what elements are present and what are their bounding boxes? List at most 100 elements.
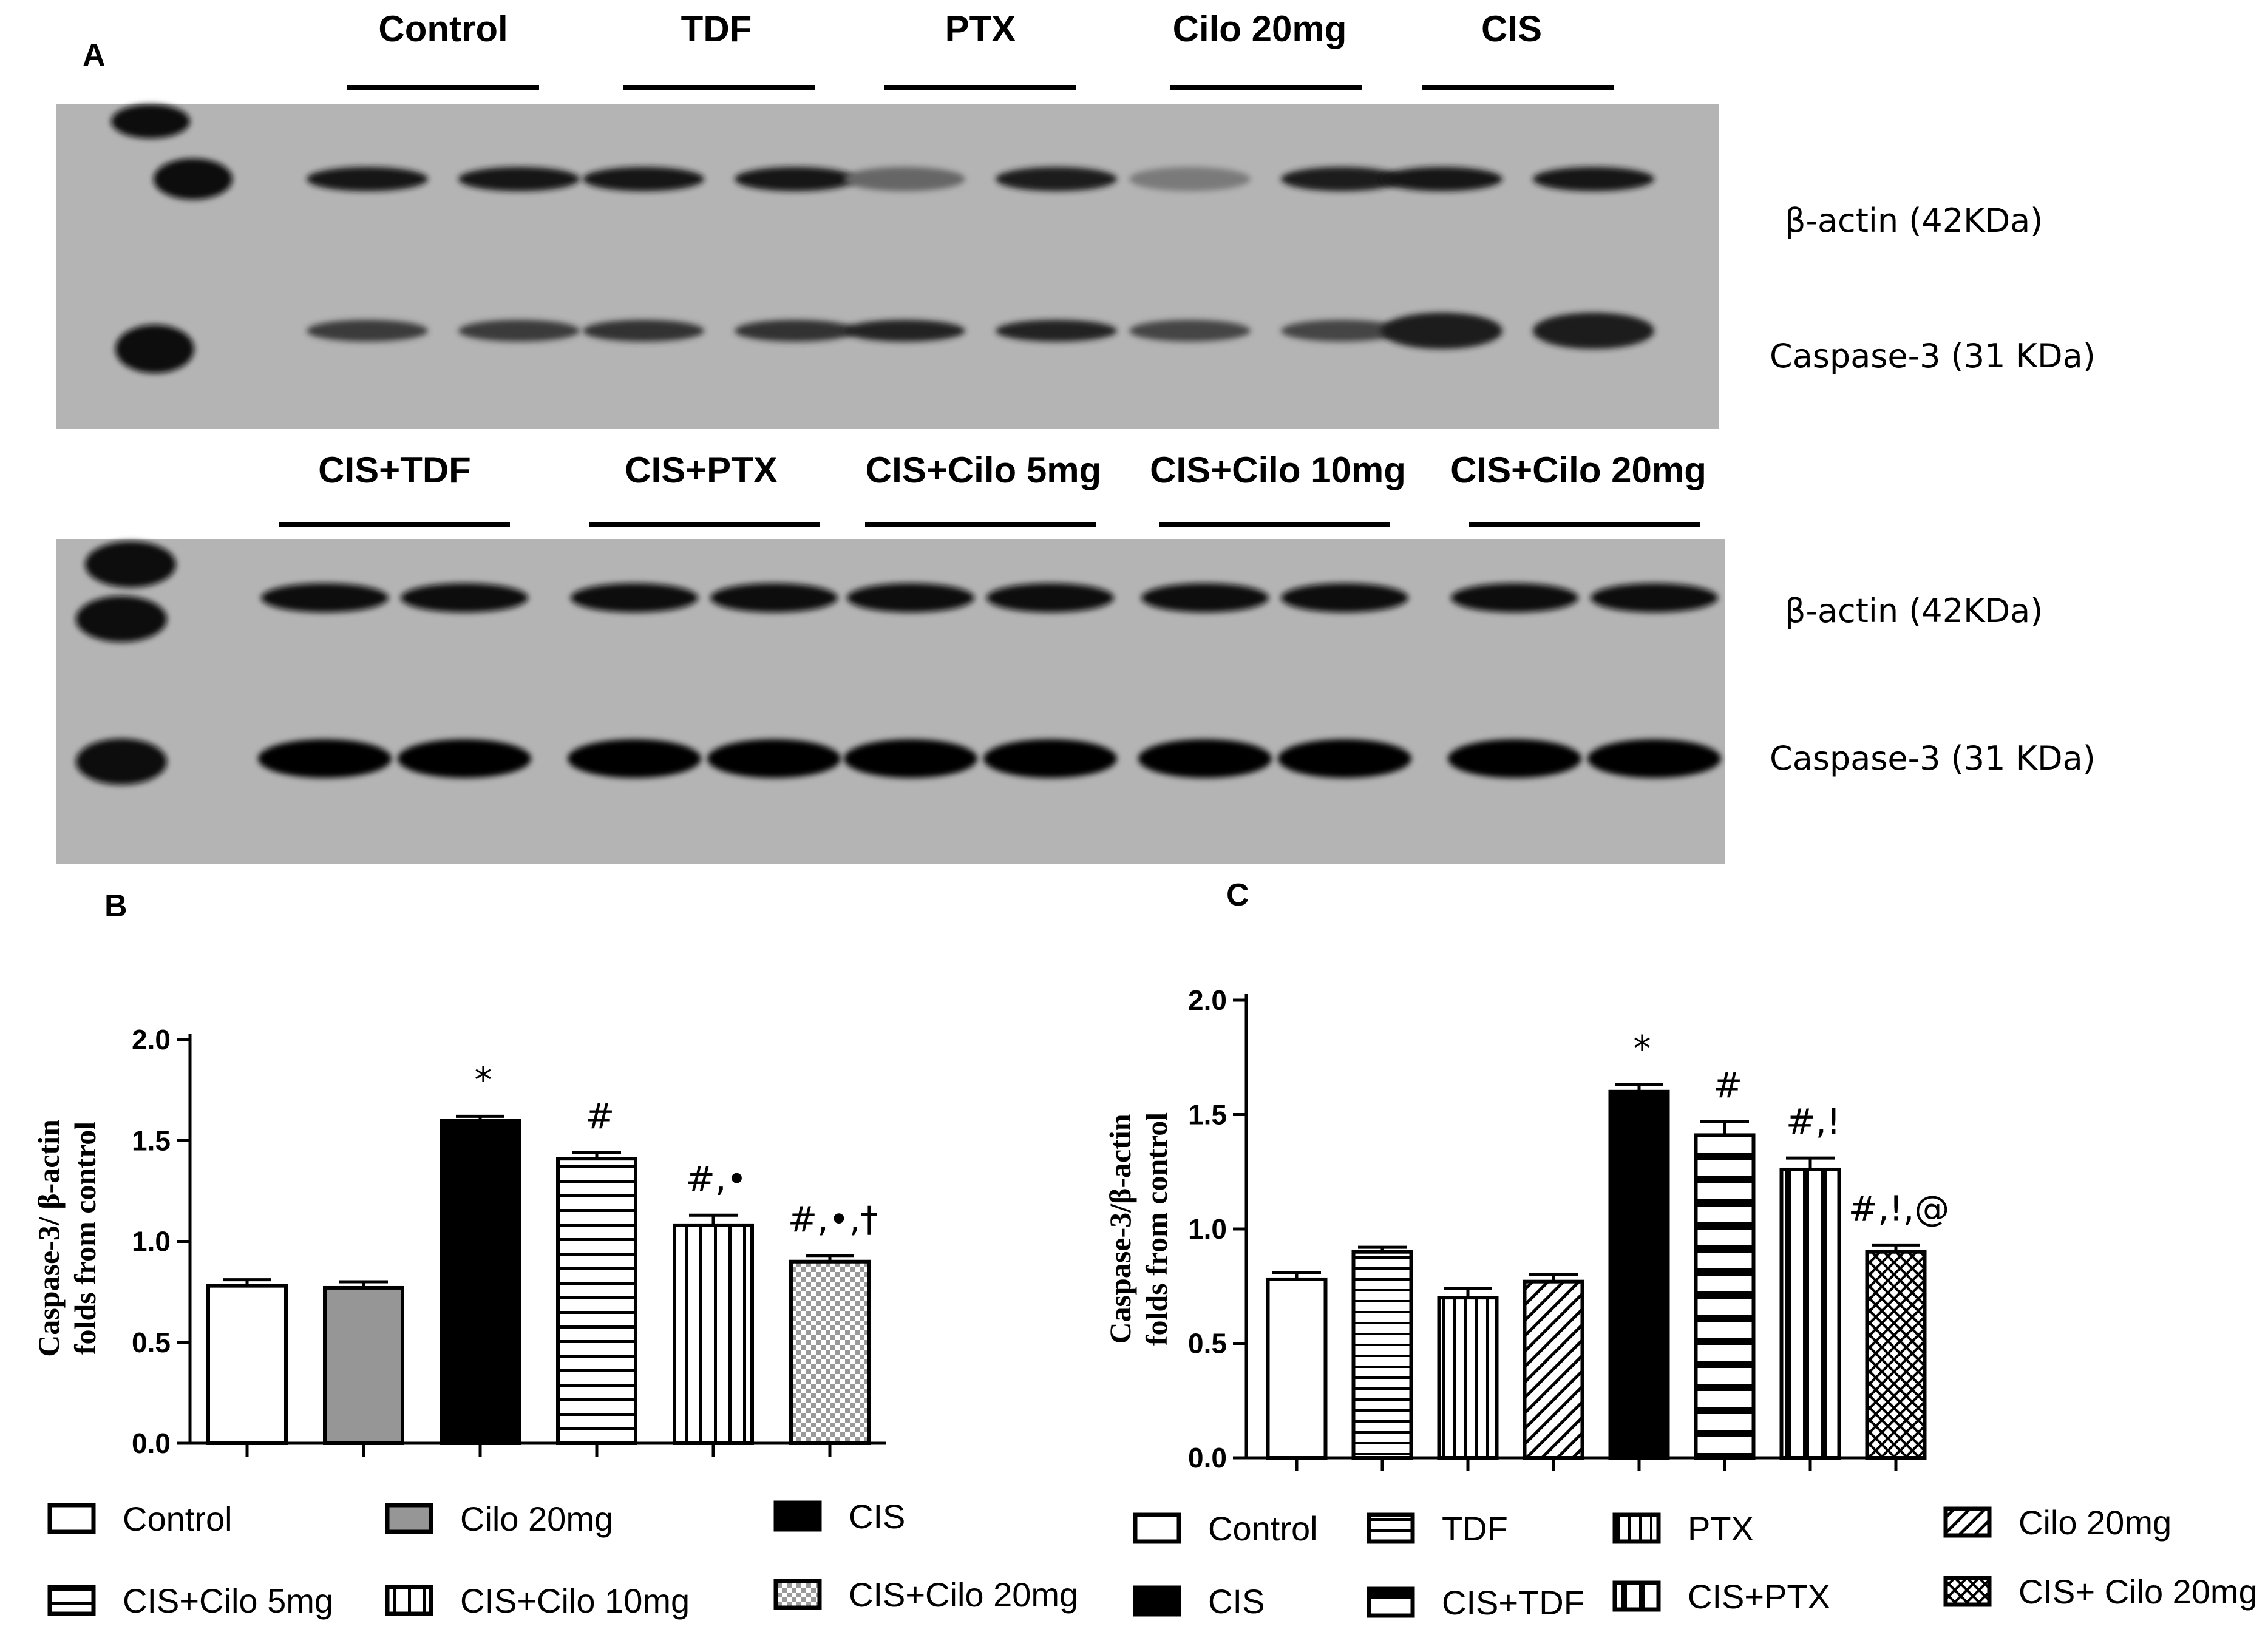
band-casp-bottom-5 [983,739,1117,778]
y-axis-label-line-0: Caspase-3/ β-actin [32,1119,66,1357]
legend-swatch-4 [385,1585,433,1616]
legend-label-3: Cilo 20mg [2018,1503,2171,1542]
band-actin-bottom-5 [986,583,1114,612]
legend-label-2: CIS [849,1497,905,1535]
significance-label-7: #,!,@ [1849,1188,1950,1229]
bar-1 [1351,1250,1413,1460]
lane-bar-top-2 [884,85,1076,90]
legend-label-0: Control [123,1500,233,1538]
band-casp-top-9 [1533,313,1654,349]
lane-label-top-4: CIS [1481,8,1542,49]
band-actin-top-0 [307,167,428,191]
protein-label-caspase: Caspase-3 (31 KDa) [1770,739,2096,777]
legend-swatch-0 [47,1503,96,1534]
panel-letter-b: B [104,889,127,924]
y-axis-label-line-1: folds from control [68,1122,102,1355]
significance-label-4: * [1634,1027,1651,1069]
legend-swatch-0 [1133,1512,1181,1544]
y-tick-label: 0.5 [1188,1328,1227,1359]
legend-label-5: CIS+Cilo 20mg [849,1576,1078,1614]
lane-label-top-1: TDF [681,8,752,49]
legend-label-3: CIS+Cilo 5mg [123,1582,333,1620]
band-casp-top-4 [844,320,965,342]
lane-label-bottom-2: CIS+Cilo 5mg [866,450,1101,490]
legend-label-4: CIS+Cilo 10mg [460,1582,690,1620]
lane-bar-top-0 [347,85,539,90]
lane-label-bottom-4: CIS+Cilo 20mg [1450,450,1706,490]
band-casp-top-3 [735,320,856,342]
protein-label-caspase: Caspase-3 (31 KDa) [1770,337,2096,375]
lane-bar-bottom-0 [279,522,510,527]
band-actin-top-3 [735,167,856,191]
y-tick-label: 0.5 [132,1327,171,1358]
band-actin-top-9 [1533,167,1654,191]
y-axis-label-line-0: Caspase-3/β-actin [1103,1114,1137,1344]
bar-2 [440,1119,521,1445]
bar-4 [673,1223,754,1446]
band-casp-top-6 [1129,320,1251,342]
y-tick-label: 0.0 [132,1427,171,1459]
bar-5 [789,1259,871,1445]
lane-bar-bottom-3 [1159,522,1390,527]
bar-3 [1523,1279,1584,1460]
legend-swatch-1 [1367,1512,1415,1544]
y-tick-label: 2.0 [1188,984,1227,1016]
significance-label-2: * [475,1059,492,1100]
ladder-band-bottom-1 [76,596,167,642]
legend-label-5: CIS+TDF [1442,1583,1584,1622]
band-actin-top-2 [583,167,704,191]
bar-1 [323,1285,404,1446]
band-casp-bottom-1 [398,739,531,778]
lane-bar-top-1 [623,85,815,90]
band-casp-bottom-9 [1587,739,1721,778]
legend-swatch-6 [1612,1580,1661,1612]
band-actin-top-1 [458,167,580,191]
band-actin-top-6 [1129,167,1251,191]
band-casp-bottom-2 [568,739,701,778]
legend-swatch-3 [47,1585,96,1616]
lane-bar-top-4 [1422,85,1614,90]
western-blot: Control TDF PTX Cilo 20mg CIS CIS+TDF CIS+PTX C… [56,8,2096,864]
band-casp-bottom-4 [844,739,977,778]
significance-label-6: #,! [1786,1101,1841,1142]
band-actin-bottom-1 [401,583,528,612]
legend-label-2: PTX [1688,1509,1754,1548]
protein-label-actin: β-actin (42KDa) [1785,201,2043,240]
lane-label-bottom-0: CIS+TDF [318,450,471,490]
lane-bar-top-3 [1170,85,1362,90]
lane-bar-bottom-1 [589,522,820,527]
band-casp-bottom-8 [1448,739,1581,778]
y-tick-label: 1.0 [132,1226,171,1258]
bar-5 [1694,1133,1756,1460]
protein-label-actin: β-actin (42KDa) [1785,592,2043,630]
bar-6 [1779,1167,1841,1460]
blot-membrane-top [56,104,1719,429]
lane-label-bottom-3: CIS+Cilo 10mg [1150,450,1406,490]
band-actin-bottom-8 [1451,583,1578,612]
panel-letter-a: A [83,38,106,73]
band-casp-top-5 [996,320,1117,342]
chart-c: 0.0 0.5 1.0 1.5 2.0 Caspase-3/β-actin folds fr… [1103,984,2258,1622]
band-casp-bottom-7 [1278,739,1411,778]
bar-3 [556,1157,637,1446]
chart-b: 0.0 0.5 1.0 1.5 2.0 Caspase-3/ β-actin folds f… [32,1024,1078,1620]
legend-swatch-5 [1367,1586,1415,1618]
band-casp-top-1 [458,320,580,342]
band-casp-top-8 [1381,313,1502,349]
band-actin-top-5 [996,167,1117,191]
bar-4 [1608,1089,1670,1460]
band-actin-top-4 [844,167,965,191]
y-tick-label: 1.5 [1188,1099,1227,1131]
legend-label-7: CIS+ Cilo 20mg [2018,1572,2258,1611]
legend-swatch-4 [1133,1585,1181,1617]
significance-label-4: #,• [685,1158,747,1199]
y-tick-label: 0.0 [1188,1442,1227,1474]
legend-swatch-5 [773,1579,822,1610]
band-casp-top-0 [307,320,428,342]
lane-bar-bottom-4 [1469,522,1700,527]
band-actin-bottom-7 [1281,583,1408,612]
band-actin-bottom-2 [571,583,698,612]
band-actin-bottom-9 [1591,583,1718,612]
legend-label-1: Cilo 20mg [460,1500,613,1538]
significance-label-3: # [585,1095,615,1137]
